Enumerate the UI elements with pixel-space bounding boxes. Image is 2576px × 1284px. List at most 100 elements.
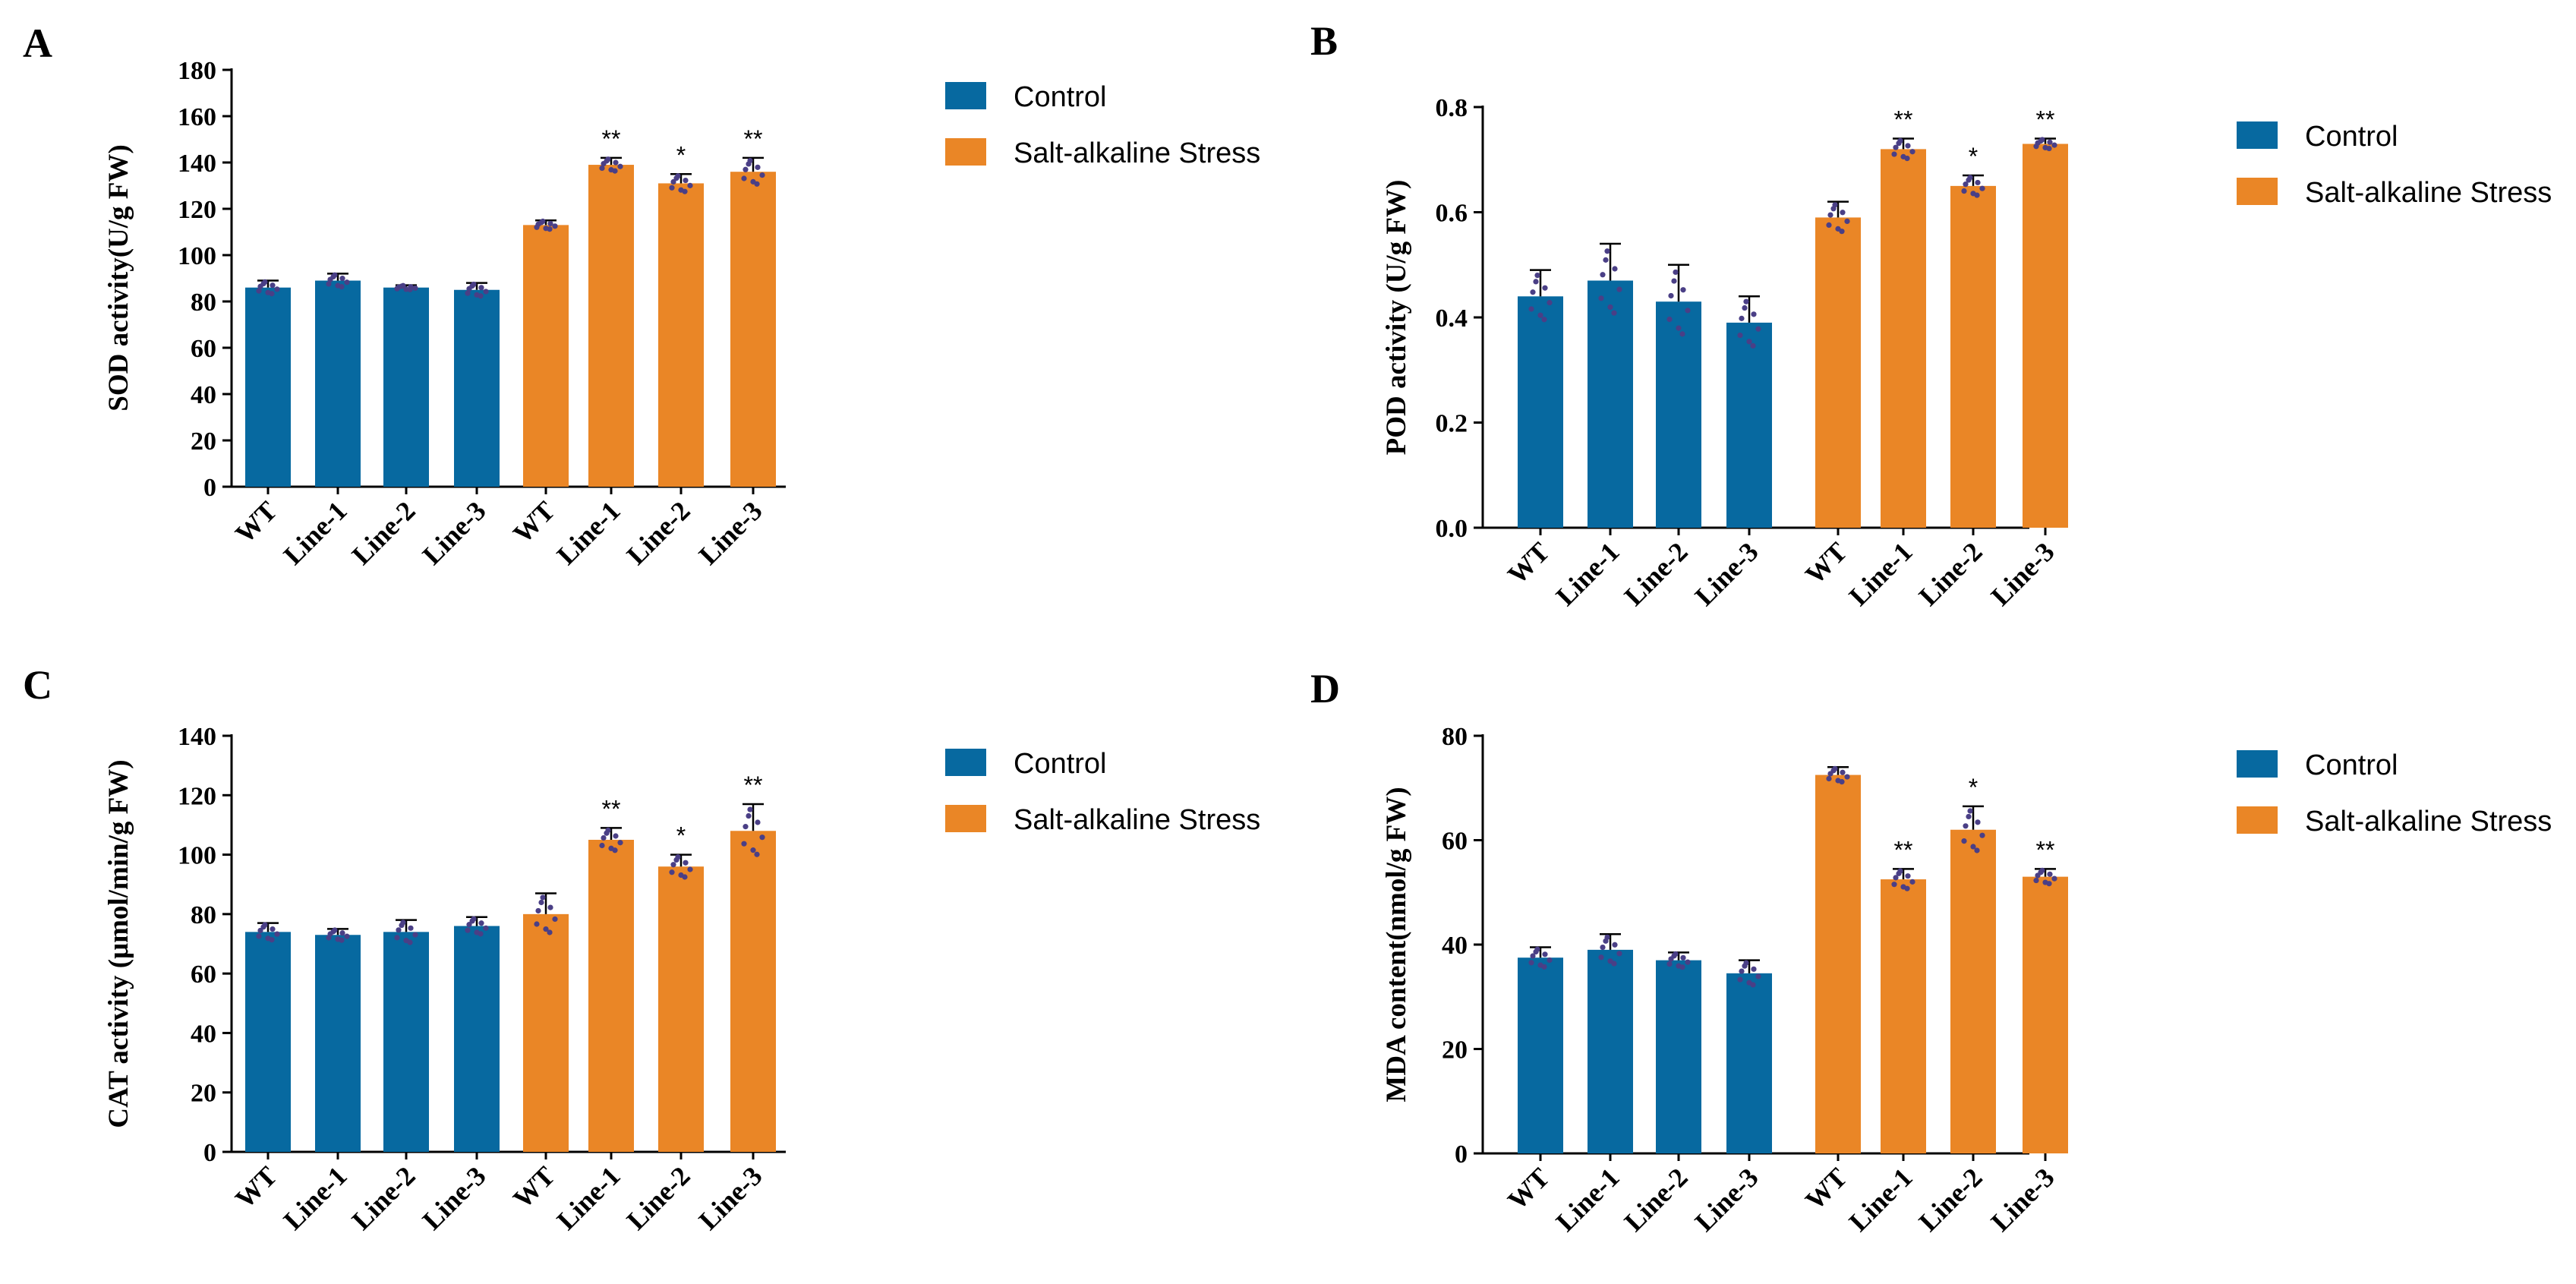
bar-control-wt — [245, 932, 291, 1152]
data-point — [1904, 155, 1910, 162]
data-point — [1905, 143, 1911, 149]
data-point — [1680, 954, 1686, 961]
significance-label: * — [676, 822, 686, 850]
data-point — [1530, 289, 1536, 295]
y-tick-label: 0.6 — [1436, 200, 1468, 228]
data-point — [1685, 959, 1691, 965]
data-point — [1751, 966, 1757, 972]
bar-stress-line-2 — [658, 866, 704, 1152]
data-point — [344, 279, 350, 286]
data-point — [339, 930, 345, 936]
data-point — [274, 931, 280, 937]
data-point — [1905, 873, 1911, 879]
y-tick-label: 60 — [191, 335, 216, 363]
data-point — [1611, 310, 1617, 316]
data-point — [754, 851, 760, 857]
bar-stress-line-2 — [1950, 829, 1996, 1153]
bar-control-line-2 — [1656, 960, 1701, 1153]
bar-control-line-3 — [1726, 322, 1772, 528]
y-tick-label: 140 — [178, 723, 216, 751]
data-point — [1541, 964, 1547, 970]
bar-stress-wt — [1815, 775, 1861, 1153]
data-point — [1541, 317, 1547, 323]
data-point — [466, 922, 472, 928]
data-point — [669, 869, 675, 875]
y-tick-label: 180 — [178, 57, 216, 85]
data-point — [1746, 339, 1752, 345]
legend-label-control: Control — [1014, 748, 1107, 780]
data-point — [741, 841, 747, 847]
data-point — [1755, 326, 1761, 332]
data-point — [407, 939, 413, 945]
data-point — [601, 160, 607, 167]
y-tick-label: 80 — [1442, 723, 1468, 751]
y-tick-label: 160 — [178, 103, 216, 131]
data-point — [547, 904, 553, 910]
bar-stress-line-1 — [588, 840, 634, 1152]
data-point — [1676, 325, 1682, 331]
data-point — [613, 159, 619, 166]
y-tick-label: 120 — [178, 196, 216, 224]
data-point — [687, 182, 693, 188]
panel-letter: A — [23, 21, 52, 66]
data-point — [743, 166, 749, 172]
data-point — [670, 862, 676, 868]
data-point — [327, 276, 333, 282]
data-point — [613, 833, 619, 839]
x-tick-label: Line-3 — [417, 495, 492, 570]
data-point — [535, 907, 541, 914]
data-point — [1750, 342, 1756, 349]
data-point — [1739, 968, 1745, 974]
legend-swatch-stress — [2237, 806, 2278, 834]
data-point — [612, 168, 618, 174]
data-point — [1743, 960, 1749, 966]
data-point — [256, 288, 262, 294]
bar-control-wt — [1518, 957, 1563, 1153]
data-point — [1974, 192, 1980, 198]
x-tick-label: Line-2 — [346, 1160, 421, 1235]
data-point — [471, 916, 477, 922]
x-tick-label: Line-1 — [551, 495, 626, 570]
y-tick-label: 120 — [178, 782, 216, 810]
y-tick-label: 40 — [191, 1020, 216, 1048]
data-point — [605, 827, 611, 834]
bar-stress-wt — [523, 225, 569, 487]
data-point — [478, 285, 484, 291]
y-axis-label: MDA content(nmol/g FW) — [1381, 787, 1412, 1102]
data-point — [683, 177, 689, 184]
data-point — [1598, 295, 1604, 301]
data-point — [605, 156, 611, 162]
x-tick-label: Line-3 — [693, 1160, 768, 1235]
y-tick-label: 0.0 — [1436, 515, 1468, 543]
y-tick-label: 0.2 — [1436, 410, 1468, 438]
y-tick-label: 100 — [178, 242, 216, 270]
data-point — [1534, 273, 1540, 279]
data-point — [339, 276, 345, 282]
data-point — [1826, 222, 1832, 228]
data-point — [1979, 185, 1985, 191]
data-point — [552, 223, 558, 229]
y-axis-label: POD activity (U/g FW) — [1381, 180, 1412, 456]
x-tick-label: Line-3 — [693, 495, 768, 570]
bar-stress-line-3 — [730, 172, 776, 487]
data-point — [483, 289, 489, 295]
data-point — [412, 932, 418, 938]
data-point — [1547, 957, 1553, 964]
data-point — [1891, 882, 1897, 888]
x-tick-label: Line-2 — [1619, 536, 1694, 611]
data-point — [1666, 961, 1673, 967]
significance-label: ** — [602, 125, 621, 153]
x-tick-label: Line-2 — [346, 495, 421, 570]
bar-control-line-2 — [1656, 301, 1701, 528]
data-point — [1668, 292, 1674, 299]
significance-label: ** — [744, 125, 763, 153]
data-point — [750, 847, 756, 853]
data-point — [1737, 976, 1743, 983]
data-point — [483, 925, 489, 931]
data-point — [1743, 298, 1749, 304]
panel-letter: B — [1310, 18, 1338, 64]
x-tick-label: WT — [1502, 536, 1556, 590]
x-tick-label: Line-1 — [278, 1160, 353, 1235]
data-point — [396, 284, 402, 290]
y-tick-label: 80 — [191, 289, 216, 317]
